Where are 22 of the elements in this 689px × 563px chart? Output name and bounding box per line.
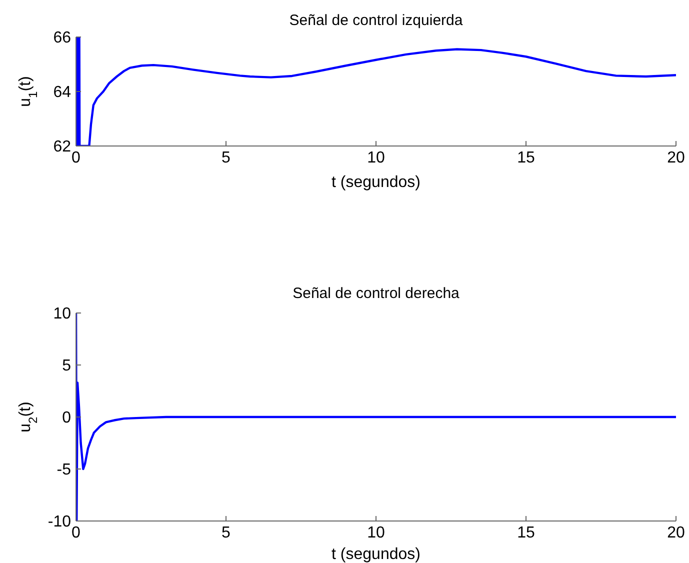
x-tick-label: 10 (367, 149, 385, 166)
x-tick-label: 15 (517, 149, 535, 166)
y-tick-label: -5 (56, 462, 72, 479)
chart-title: Señal de control derecha (292, 285, 460, 302)
y-tick-label: 0 (62, 410, 72, 427)
line-series (76, 37, 676, 146)
x-axis-title: t (segundos) (332, 546, 420, 563)
y-tick-label: 66 (53, 30, 72, 47)
y-tick-label: 64 (53, 84, 72, 102)
y-tick-label: 62 (53, 138, 72, 156)
y-tick-label: 5 (62, 358, 72, 375)
line-series (76, 313, 676, 521)
x-tick-label: 20 (667, 149, 685, 166)
y-tick-label: 10 (53, 306, 72, 323)
y-tick-label: -10 (48, 514, 72, 531)
x-tick-label: 10 (367, 524, 385, 542)
x-tick-label: 20 (667, 524, 685, 542)
x-tick-label: 5 (222, 524, 231, 542)
x-tick-label: 15 (517, 524, 535, 542)
x-tick-label: 5 (222, 149, 231, 166)
x-axis-title: t (segundos) (332, 174, 420, 191)
chart-title: Señal de control izquierda (289, 12, 464, 29)
